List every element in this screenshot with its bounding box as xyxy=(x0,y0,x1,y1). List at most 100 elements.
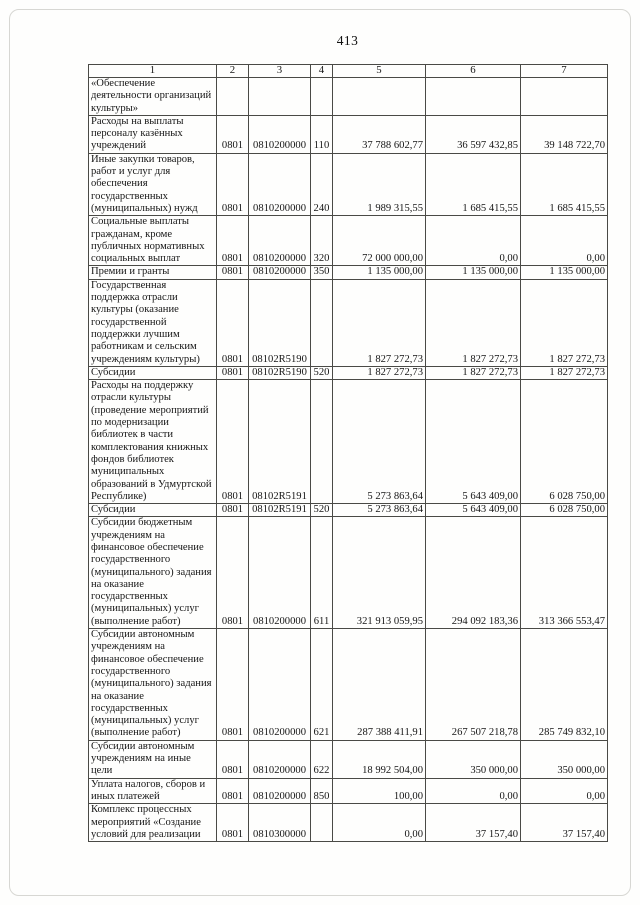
amount-year2-cell: 350 000,00 xyxy=(425,739,521,779)
column-header-2: 2 xyxy=(216,64,249,78)
expense-name-cell: Комплекс процессных мероприятий «Создани… xyxy=(88,803,217,843)
table-row: Социальные выплаты гражданам, кроме публ… xyxy=(88,215,608,267)
expense-type-cell: 622 xyxy=(310,739,333,779)
target-code-cell: 08102R5191 xyxy=(248,379,311,505)
expense-name-cell: «Обеспечение деятельности организаций ку… xyxy=(88,77,217,116)
amount-year1-cell xyxy=(332,77,426,116)
column-header-7: 7 xyxy=(520,64,608,78)
table-row: Уплата налогов, сборов и иных платежей 08… xyxy=(88,777,608,805)
amount-year1-cell: 72 000 000,00 xyxy=(332,215,426,267)
target-code-cell: 0810200000 xyxy=(248,265,311,280)
table-row: Субсидии 0801 08102R5191 520 5 273 863,64 5 6… xyxy=(88,503,608,518)
table-row: «Обеспечение деятельности организаций ку… xyxy=(88,77,608,116)
amount-year3-cell: 0,00 xyxy=(520,215,608,267)
amount-year2-cell: 0,00 xyxy=(425,777,521,805)
expense-name-cell: Субсидии автономным учреждениям на финан… xyxy=(88,628,217,741)
expense-name-cell: Социальные выплаты гражданам, кроме публ… xyxy=(88,215,217,267)
section-code-cell: 0801 xyxy=(216,365,249,381)
target-code-cell: 08102R5190 xyxy=(248,278,311,367)
expense-type-cell xyxy=(310,803,333,843)
target-code-cell: 0810300000 xyxy=(248,803,311,843)
target-code-cell: 0810200000 xyxy=(248,739,311,779)
expense-name-cell: Государственная поддержка отрасли культу… xyxy=(88,278,217,367)
amount-year1-cell: 1 989 315,55 xyxy=(332,152,426,217)
amount-year1-cell: 321 913 059,95 xyxy=(332,516,426,630)
amount-year1-cell: 100,00 xyxy=(332,777,426,805)
expense-name-cell: Премии и гранты xyxy=(88,265,217,280)
amount-year3-cell xyxy=(520,77,608,116)
table-row: Расходы на поддержку отрасли культуры (п… xyxy=(88,379,608,505)
amount-year3-cell: 313 366 553,47 xyxy=(520,516,608,630)
amount-year2-cell xyxy=(425,77,521,116)
table-row: Субсидии 0801 08102R5190 520 1 827 272,73 1 8… xyxy=(88,365,608,381)
expense-name-cell: Субсидии автономным учреждениям на иные … xyxy=(88,739,217,779)
column-header-5: 5 xyxy=(332,64,426,78)
target-code-cell: 0810200000 xyxy=(248,152,311,217)
section-code-cell: 0801 xyxy=(216,152,249,217)
table-row: Субсидии автономным учреждениям на иные … xyxy=(88,739,608,779)
amount-year3-cell: 1 827 272,73 xyxy=(520,278,608,367)
amount-year1-cell: 0,00 xyxy=(332,803,426,843)
amount-year3-cell: 285 749 832,10 xyxy=(520,628,608,741)
expense-type-cell: 240 xyxy=(310,152,333,217)
table-row: Премии и гранты 0801 0810200000 350 1 135 00… xyxy=(88,265,608,280)
amount-year3-cell: 1 135 000,00 xyxy=(520,265,608,280)
expense-name-cell: Уплата налогов, сборов и иных платежей xyxy=(88,777,217,805)
table-row: Расходы на выплаты персоналу казённых уч… xyxy=(88,114,608,154)
expense-type-cell: 520 xyxy=(310,365,333,381)
target-code-cell: 08102R5190 xyxy=(248,365,311,381)
expense-type-cell: 611 xyxy=(310,516,333,630)
page-number: 413 xyxy=(336,33,359,48)
amount-year3-cell: 0,00 xyxy=(520,777,608,805)
section-code-cell: 0801 xyxy=(216,777,249,805)
expense-type-cell xyxy=(310,379,333,505)
amount-year3-cell: 39 148 722,70 xyxy=(520,114,608,154)
amount-year3-cell: 37 157,40 xyxy=(520,803,608,843)
column-header-4: 4 xyxy=(310,64,333,78)
amount-year3-cell: 350 000,00 xyxy=(520,739,608,779)
amount-year2-cell: 5 643 409,00 xyxy=(425,503,521,518)
amount-year2-cell: 5 643 409,00 xyxy=(425,379,521,505)
table-row: Иные закупки товаров, работ и услуг для … xyxy=(88,152,608,217)
amount-year1-cell: 287 388 411,91 xyxy=(332,628,426,741)
amount-year1-cell: 1 135 000,00 xyxy=(332,265,426,280)
amount-year2-cell: 1 685 415,55 xyxy=(425,152,521,217)
amount-year3-cell: 6 028 750,00 xyxy=(520,503,608,518)
amount-year3-cell: 6 028 750,00 xyxy=(520,379,608,505)
amount-year2-cell: 37 157,40 xyxy=(425,803,521,843)
expense-type-cell: 110 xyxy=(310,114,333,154)
expense-type-cell: 621 xyxy=(310,628,333,741)
expense-name-cell: Субсидии xyxy=(88,503,217,518)
amount-year1-cell: 5 273 863,64 xyxy=(332,379,426,505)
section-code-cell: 0801 xyxy=(216,739,249,779)
expense-name-cell: Расходы на поддержку отрасли культуры (п… xyxy=(88,379,217,505)
section-code-cell xyxy=(216,77,249,116)
section-code-cell: 0801 xyxy=(216,503,249,518)
expense-type-cell: 520 xyxy=(310,503,333,518)
amount-year1-cell: 37 788 602,77 xyxy=(332,114,426,154)
amount-year1-cell: 18 992 504,00 xyxy=(332,739,426,779)
section-code-cell: 0801 xyxy=(216,803,249,843)
table-row: Субсидии бюджетным учреждениям на финанс… xyxy=(88,516,608,630)
section-code-cell: 0801 xyxy=(216,278,249,367)
target-code-cell: 0810200000 xyxy=(248,215,311,267)
amount-year2-cell: 0,00 xyxy=(425,215,521,267)
expense-type-cell: 350 xyxy=(310,265,333,280)
table-row: Государственная поддержка отрасли культу… xyxy=(88,278,608,367)
amount-year2-cell: 1 827 272,73 xyxy=(425,365,521,381)
amount-year3-cell: 1 827 272,73 xyxy=(520,365,608,381)
expense-name-cell: Субсидии xyxy=(88,365,217,381)
expense-name-cell: Субсидии бюджетным учреждениям на финанс… xyxy=(88,516,217,630)
expense-type-cell: 850 xyxy=(310,777,333,805)
expense-name-cell: Расходы на выплаты персоналу казённых уч… xyxy=(88,114,217,154)
target-code-cell: 0810200000 xyxy=(248,777,311,805)
target-code-cell xyxy=(248,77,311,116)
expense-type-cell: 320 xyxy=(310,215,333,267)
column-header-6: 6 xyxy=(425,64,521,78)
target-code-cell: 0810200000 xyxy=(248,516,311,630)
target-code-cell: 08102R5191 xyxy=(248,503,311,518)
column-header-3: 3 xyxy=(248,64,311,78)
amount-year2-cell: 294 092 183,36 xyxy=(425,516,521,630)
section-code-cell: 0801 xyxy=(216,516,249,630)
